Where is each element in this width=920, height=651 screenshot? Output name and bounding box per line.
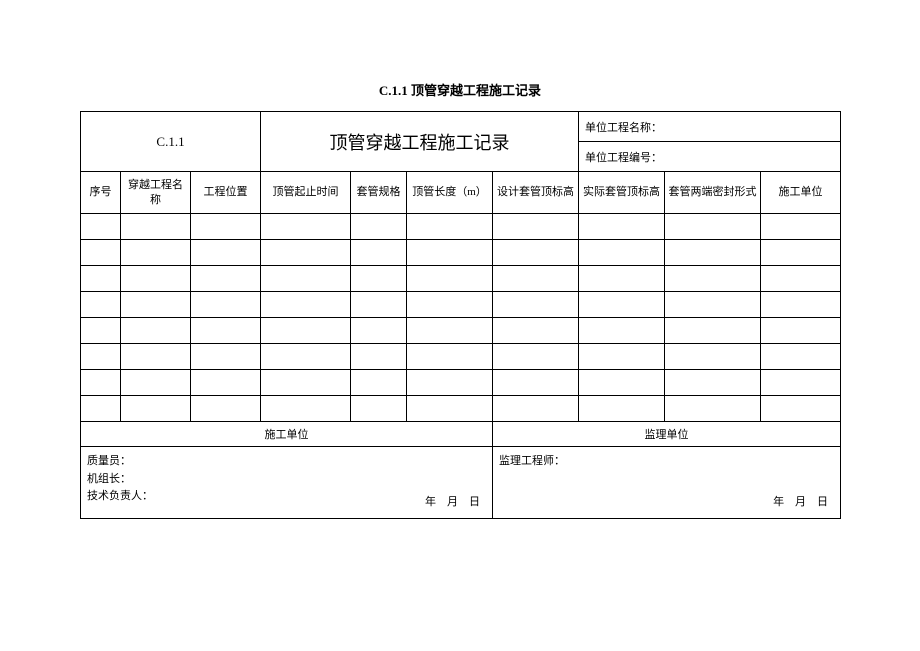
project-name-cell: 单位工程名称：	[579, 112, 841, 142]
table-row	[81, 240, 841, 266]
section-header-row: 施工单位 监理单位	[81, 422, 841, 447]
form-title-cell: 顶管穿越工程施工记录	[261, 112, 579, 172]
table-row	[81, 266, 841, 292]
col-seal: 套管两端密封形式	[665, 172, 761, 214]
supervision-sign-cell: 监理工程师： 年 月 日	[493, 447, 841, 519]
project-code-cell: 单位工程编号：	[579, 142, 841, 172]
table-row	[81, 344, 841, 370]
construction-date: 年 月 日	[425, 494, 480, 512]
col-spec: 套管规格	[351, 172, 407, 214]
supervisor-label: 监理工程师：	[499, 453, 834, 471]
col-time: 顶管起止时间	[261, 172, 351, 214]
col-length: 顶管长度（m）	[407, 172, 493, 214]
signature-row: 质量员： 机组长： 技术负责人： 年 月 日 监理工程师： 年 月 日	[81, 447, 841, 519]
col-design-elev: 设计套管顶标高	[493, 172, 579, 214]
col-crossing-name: 穿越工程名称	[121, 172, 191, 214]
title-row: C.1.1 顶管穿越工程施工记录 单位工程名称：	[81, 112, 841, 142]
col-location: 工程位置	[191, 172, 261, 214]
col-actual-elev: 实际套管顶标高	[579, 172, 665, 214]
form-code-cell: C.1.1	[81, 112, 261, 172]
construction-sign-cell: 质量员： 机组长： 技术负责人： 年 月 日	[81, 447, 493, 519]
supervision-date: 年 月 日	[773, 494, 828, 512]
table-row	[81, 396, 841, 422]
supervision-section-header: 监理单位	[493, 422, 841, 447]
table-row	[81, 214, 841, 240]
table-row	[81, 370, 841, 396]
col-seq: 序号	[81, 172, 121, 214]
col-contractor: 施工单位	[761, 172, 841, 214]
column-header-row: 序号 穿越工程名称 工程位置 顶管起止时间 套管规格 顶管长度（m） 设计套管顶…	[81, 172, 841, 214]
table-row	[81, 318, 841, 344]
table-row	[81, 292, 841, 318]
page-heading: C.1.1 顶管穿越工程施工记录	[80, 80, 840, 99]
team-label: 机组长：	[87, 471, 486, 489]
record-table: C.1.1 顶管穿越工程施工记录 单位工程名称： 单位工程编号： 序号 穿越工程…	[80, 111, 841, 519]
construction-section-header: 施工单位	[81, 422, 493, 447]
qc-label: 质量员：	[87, 453, 486, 471]
